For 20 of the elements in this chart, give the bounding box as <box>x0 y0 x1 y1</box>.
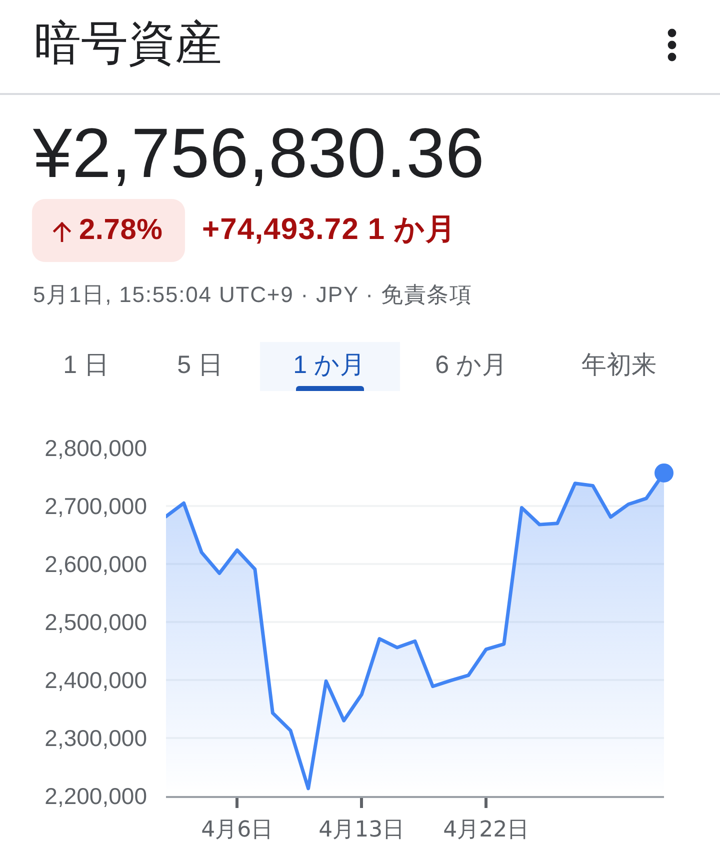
y-tick-label: 2,500,000 <box>44 609 147 636</box>
chart-title: 暗号資産 <box>34 16 222 71</box>
x-tick-label: 4月6日 <box>201 817 274 842</box>
text: 年初来 <box>582 350 656 380</box>
text: 5月1日, 15:55:04 UTC+9 · JPY · 免責条項 <box>33 281 472 309</box>
x-tick-label: 4月22日 <box>443 817 530 842</box>
chart-subtitle: ¥2,756,830.36 <box>33 114 485 192</box>
y-tick-label: 2,300,000 <box>44 725 147 752</box>
text: 1 日 <box>63 350 109 380</box>
y-tick-label: 2,700,000 <box>44 493 147 520</box>
text: +74,493.72 1 か月 <box>202 212 456 248</box>
text: 5 日 <box>177 350 223 380</box>
text: 1 か月 <box>293 350 365 380</box>
y-tick-label: 2,200,000 <box>44 783 147 810</box>
x-tick-label: 4月13日 <box>318 817 405 842</box>
y-tick-label: 2,600,000 <box>44 551 147 578</box>
text: 6 か月 <box>435 350 507 380</box>
y-tick-label: 2,800,000 <box>44 435 147 462</box>
percent-badge: 2.78% <box>32 199 185 262</box>
y-tick-label: 2,400,000 <box>44 667 147 694</box>
